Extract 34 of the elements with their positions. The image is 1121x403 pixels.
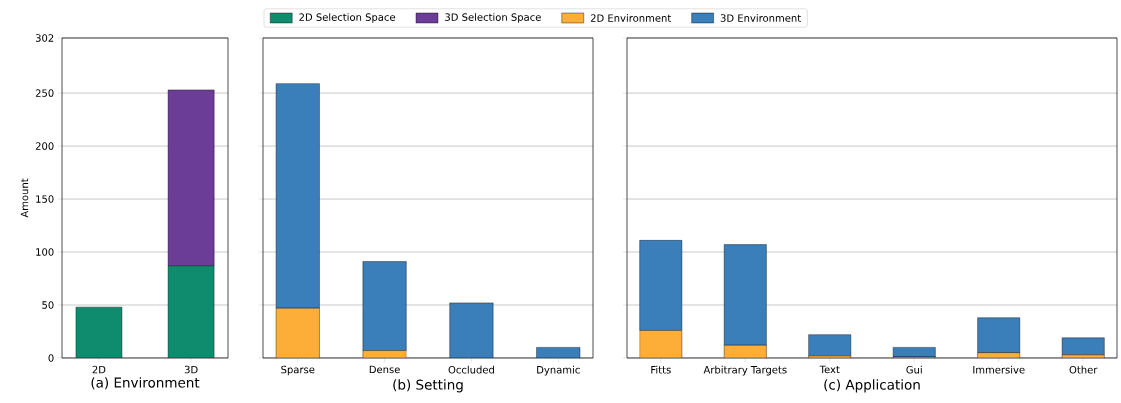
- y-tick-label: 150: [36, 195, 54, 203]
- x-tick-label: Occluded: [448, 365, 494, 374]
- y-tick-label: 100: [36, 248, 54, 256]
- bar: [1061, 337, 1105, 356]
- legend-label: 3D Selection Space: [445, 13, 541, 23]
- x-tick-label: Gui: [906, 365, 922, 374]
- x-axis-title: (a) Environment: [91, 377, 200, 390]
- y-axis-title: Amount: [20, 178, 29, 218]
- x-axis-title: (c) Application: [824, 379, 920, 393]
- x-tick-label: 3D: [184, 365, 198, 374]
- x-tick-label: Dense: [369, 365, 400, 374]
- x-tick-label: Text: [819, 365, 840, 374]
- legend-label: 2D Environment: [590, 14, 672, 22]
- x-axis-title: (b) Setting: [393, 379, 463, 393]
- y-tick-label: 250: [35, 89, 54, 97]
- legend-label: 2D Selection Space: [299, 13, 396, 23]
- bar: [449, 302, 494, 358]
- y-tick-label: 200: [35, 142, 54, 150]
- x-tick-label: 2D: [92, 365, 106, 374]
- y-tick-label: 50: [42, 301, 54, 309]
- x-tick-label: Immersive: [973, 365, 1025, 374]
- legend-label: 3D Environment: [720, 14, 801, 22]
- x-tick-label: Other: [1069, 365, 1098, 374]
- y-tick-label: 0: [48, 354, 54, 362]
- bar: [362, 261, 407, 351]
- x-tick-label: Sparse: [281, 365, 315, 376]
- y-tick-label: 302: [35, 34, 54, 42]
- bar: [892, 347, 936, 358]
- x-tick-label: Arbitrary Targets: [703, 365, 787, 376]
- bar: [808, 334, 852, 357]
- x-tick-label: Fitts: [651, 365, 671, 374]
- x-tick-label: Dynamic: [537, 365, 580, 376]
- bar: [275, 307, 320, 358]
- bar: [275, 83, 320, 309]
